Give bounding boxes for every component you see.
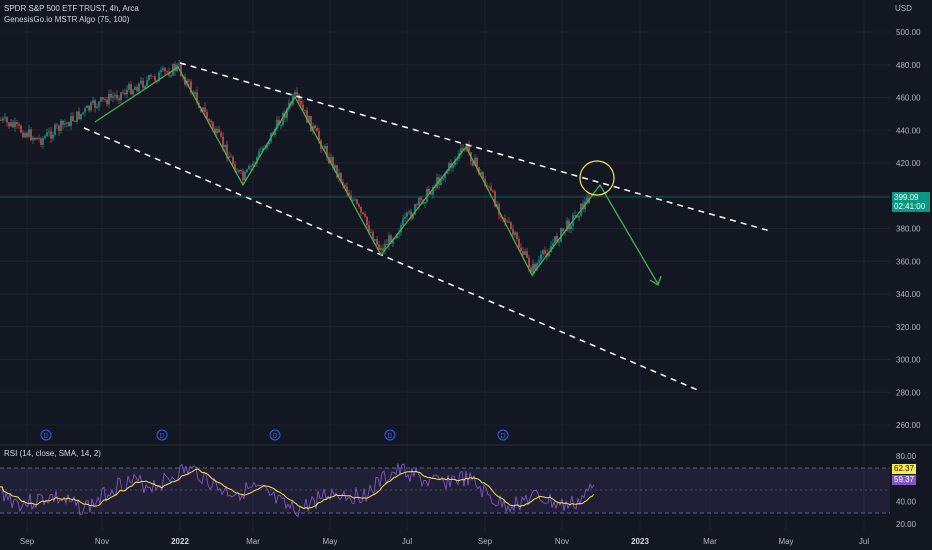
price-tick-label: 420.00: [896, 159, 921, 168]
rsi-tick-label: 40.00: [896, 497, 917, 506]
grid: [0, 0, 890, 530]
price-tick-label: 440.00: [896, 126, 921, 135]
time-tick-label: Mar: [703, 537, 717, 546]
last-price-tag: 399.09 02:41:00: [892, 192, 930, 212]
channel-upper-line[interactable]: [179, 62, 771, 232]
time-tick-label: Mar: [246, 537, 260, 546]
last-price-value: 399.09: [894, 193, 919, 202]
price-tick-label: 500.00: [896, 28, 921, 37]
price-tick-label: 320.00: [896, 323, 921, 332]
price-tick-label: 380.00: [896, 225, 921, 234]
time-axis[interactable]: Sep Nov 2022 Mar May Jul Sep Nov 2023 Mar May Jul: [20, 537, 869, 546]
svg-text:D: D: [159, 433, 164, 440]
svg-text:D: D: [43, 433, 48, 440]
time-tick-label: 2023: [631, 537, 649, 546]
time-tick-label: Sep: [20, 537, 35, 546]
highlight-circle[interactable]: [579, 160, 615, 196]
channel-lower-line[interactable]: [83, 127, 701, 392]
rsi-band: [0, 468, 890, 513]
price-tick-label: 300.00: [896, 356, 921, 365]
svg-text:D: D: [387, 433, 392, 440]
time-tick-label: Nov: [95, 537, 109, 546]
rsi-tick-label: 80.00: [896, 452, 917, 461]
dividend-marker[interactable]: D: [269, 429, 281, 441]
time-tick-label: Sep: [478, 537, 493, 546]
zigzag-line[interactable]: [94, 66, 659, 285]
dividend-marker[interactable]: D: [497, 429, 509, 441]
svg-text:D: D: [500, 433, 505, 440]
indicator-title: GenesisGo.io MSTR Algo (75, 100): [4, 15, 130, 24]
currency-label: USD: [895, 4, 912, 13]
price-tick-label: 260.00: [896, 421, 921, 430]
price-tick-label: 340.00: [896, 290, 921, 299]
time-tick-label: 2022: [171, 537, 189, 546]
countdown-value: 02:41:00: [894, 202, 926, 211]
dividend-marker[interactable]: D: [384, 429, 396, 441]
time-tick-label: May: [778, 537, 793, 546]
rsi-tick-label: 20.00: [896, 520, 917, 529]
projection-arrow-head: [649, 275, 662, 286]
rsi-sma-tag: 59.37: [892, 475, 917, 485]
time-tick-label: Jul: [402, 537, 412, 546]
price-tick-label: 360.00: [896, 257, 921, 266]
time-tick-label: Nov: [555, 537, 569, 546]
rsi-line: [0, 463, 595, 518]
dividend-marker[interactable]: D: [156, 429, 168, 441]
time-tick-label: Jul: [859, 537, 869, 546]
time-tick-label: May: [322, 537, 337, 546]
price-tick-label: 280.00: [896, 388, 921, 397]
svg-text:D: D: [272, 433, 277, 440]
rsi-title: RSI (14, close, SMA, 14, 2): [4, 449, 101, 458]
rsi-sma-line: [0, 468, 595, 510]
dividend-marker[interactable]: D: [40, 429, 52, 441]
price-tick-label: 460.00: [896, 94, 921, 103]
rsi-value-tag: 62.37: [892, 464, 917, 474]
price-tick-label: 480.00: [896, 61, 921, 70]
symbol-title: SPDR S&P 500 ETF TRUST, 4h, Arca: [4, 4, 139, 13]
